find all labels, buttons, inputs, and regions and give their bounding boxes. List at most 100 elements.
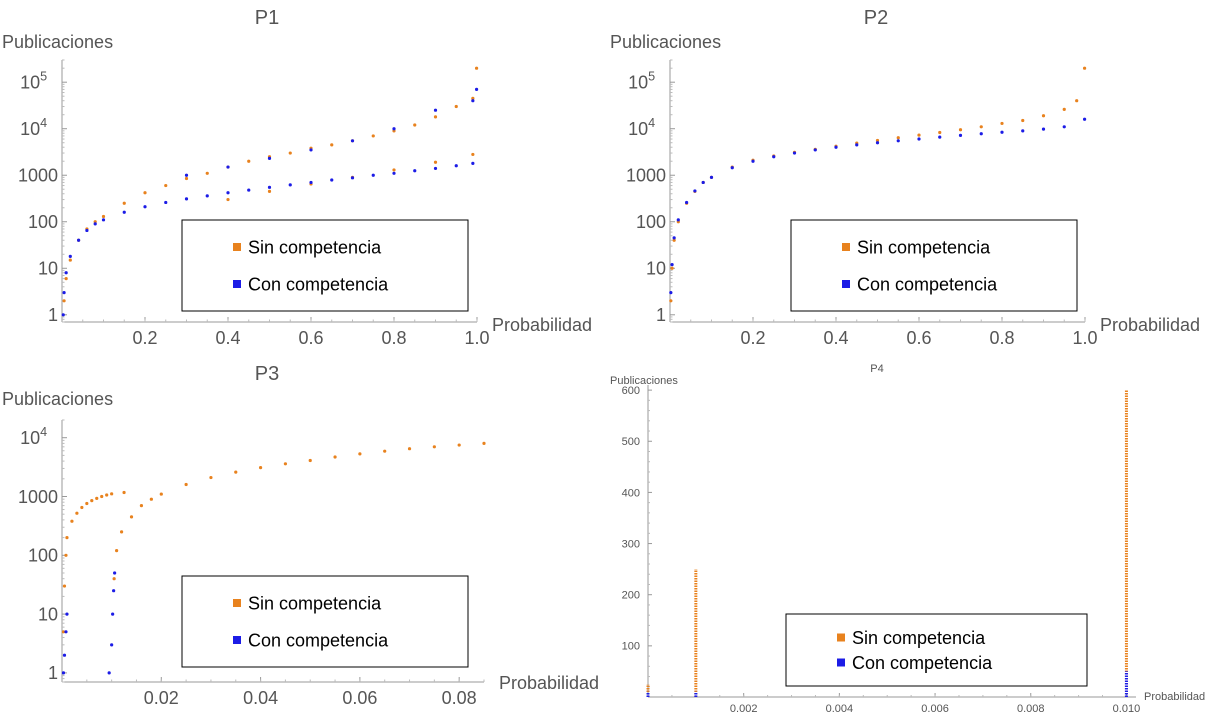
y-tick-label: 1000 — [18, 487, 58, 507]
data-point — [433, 160, 438, 164]
legend-swatch — [233, 280, 241, 288]
legend-swatch — [842, 243, 850, 251]
data-point — [205, 171, 209, 175]
data-point — [101, 218, 106, 222]
y-tick-label: 1 — [48, 663, 58, 683]
data-point — [392, 168, 396, 172]
legend-box — [181, 575, 469, 668]
data-point — [226, 191, 230, 195]
data-point — [159, 492, 163, 496]
x-tick-label: 0.08 — [442, 688, 477, 708]
data-point — [482, 441, 486, 445]
data-point — [1041, 127, 1046, 131]
legend-swatch — [233, 599, 241, 607]
x-tick-label: 0.4 — [823, 328, 848, 348]
data-point — [701, 180, 705, 185]
data-point — [80, 505, 84, 510]
data-point — [432, 445, 436, 449]
y-axis-label: Publicaciones — [610, 375, 678, 387]
data-point — [184, 176, 189, 181]
legend-swatch — [233, 636, 241, 644]
x-tick-label: 1.0 — [464, 328, 489, 348]
data-point — [371, 173, 375, 177]
x-tick-label: 0.06 — [342, 688, 377, 708]
series-sin-competencia — [61, 441, 486, 634]
data-point — [730, 166, 734, 170]
data-point — [119, 530, 124, 534]
y-axis-label: Publicaciones — [2, 389, 113, 409]
legend-label: Sin competencia — [857, 237, 991, 257]
data-point — [474, 66, 479, 70]
legend: Sin competencia Con competencia — [785, 613, 1088, 687]
data-point — [433, 115, 438, 119]
y-tick-label: 100 — [622, 641, 640, 653]
data-point — [70, 519, 74, 523]
y-tick-label: 1000 — [626, 166, 666, 186]
x-axis-label: Probabilidad — [1100, 315, 1200, 335]
data-point — [62, 299, 66, 303]
x-tick-label: 0.8 — [989, 328, 1014, 348]
data-point — [62, 584, 67, 588]
data-point — [184, 197, 189, 201]
data-point — [855, 143, 859, 147]
y-tick-label: 104 — [20, 425, 47, 448]
data-point — [1082, 66, 1087, 70]
y-tick-label: 200 — [622, 590, 640, 602]
data-point — [90, 499, 94, 503]
data-point — [454, 164, 458, 168]
data-point — [413, 169, 417, 173]
data-point — [813, 148, 817, 152]
data-point — [350, 139, 355, 143]
data-point — [309, 180, 313, 185]
data-point — [85, 501, 89, 506]
data-point — [184, 482, 188, 487]
data-point — [122, 490, 126, 495]
data-point — [979, 125, 983, 129]
legend: Sin competencia Con competencia — [181, 219, 469, 312]
x-tick-label: 0.004 — [826, 703, 854, 715]
data-point — [693, 189, 697, 193]
data-point — [938, 135, 942, 139]
data-point — [267, 189, 272, 193]
data-point — [164, 200, 168, 205]
data-point — [143, 191, 147, 195]
x-tick-label: 0.2 — [740, 328, 765, 348]
legend-label: Sin competencia — [248, 237, 382, 257]
data-point — [433, 166, 438, 171]
legend: Sin competencia Con competencia — [790, 219, 1078, 312]
data-point — [772, 155, 776, 159]
data-point — [65, 535, 69, 540]
data-point — [61, 313, 65, 317]
legend-label: Con competencia — [857, 274, 998, 294]
data-point — [129, 515, 134, 519]
data-point — [64, 276, 68, 281]
x-tick-label: 0.008 — [1017, 703, 1045, 715]
data-point — [139, 504, 144, 508]
data-point — [288, 151, 292, 155]
chart-p1: P1 Publicaciones Probabilidad 0.2 0.4 0.6 0.8 1… — [2, 7, 592, 348]
data-point — [371, 134, 375, 138]
data-point — [68, 258, 72, 262]
data-point — [267, 185, 272, 189]
legend-label: Sin competencia — [852, 628, 986, 648]
data-point — [413, 123, 417, 127]
data-point — [62, 290, 66, 295]
data-point — [110, 643, 114, 647]
data-point — [1062, 107, 1066, 112]
data-point — [115, 549, 119, 553]
y-tick-label: 600 — [622, 385, 640, 397]
data-point — [110, 492, 114, 496]
data-point — [672, 236, 676, 240]
data-point — [100, 494, 104, 499]
data-point — [383, 449, 387, 453]
data-point — [1062, 125, 1066, 129]
y-tick-label: 10 — [38, 604, 58, 624]
data-point — [122, 210, 126, 214]
data-point — [672, 238, 676, 242]
legend-label: Con competencia — [248, 630, 389, 650]
x-tick-label: 0.006 — [921, 703, 949, 715]
x-axis-label: Probabilidad — [499, 673, 599, 693]
data-point — [309, 148, 313, 152]
data-point — [267, 156, 272, 161]
data-point — [64, 553, 68, 557]
